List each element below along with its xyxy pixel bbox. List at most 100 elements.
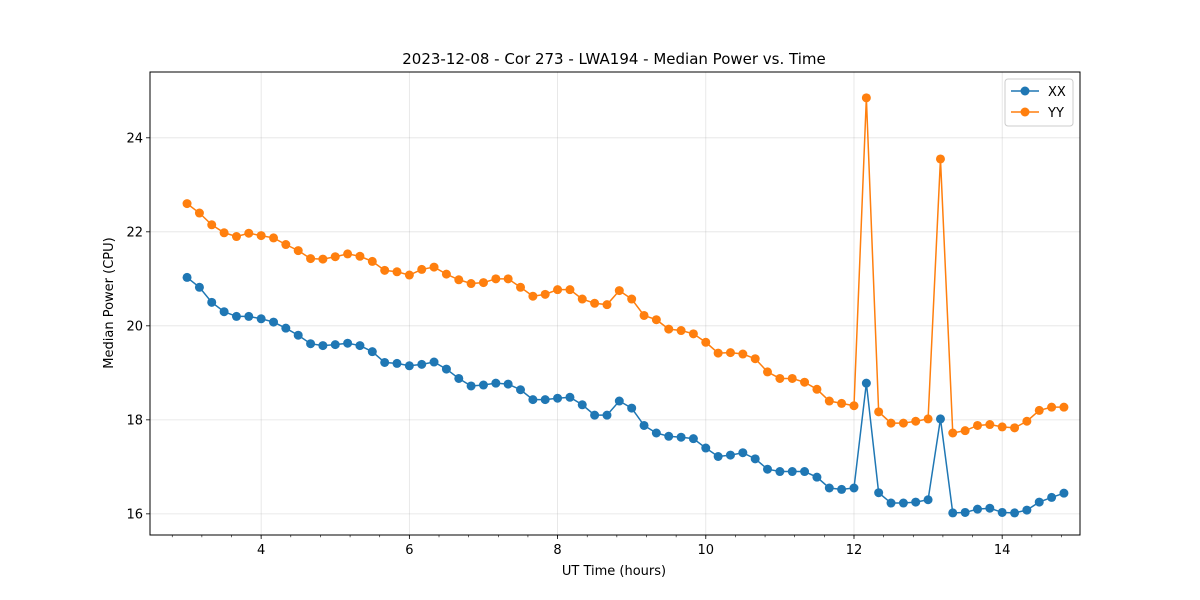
data-point-xx xyxy=(874,488,884,498)
data-point-yy xyxy=(244,228,254,238)
data-point-xx xyxy=(491,378,501,388)
plot-frame xyxy=(149,71,1081,536)
axis-ticks: 4 6 8 10 12 14 16 18 20 22 24 xyxy=(126,131,1062,558)
data-point-yy xyxy=(800,377,810,387)
data-point-yy xyxy=(997,422,1007,432)
y-tick-label: 20 xyxy=(126,319,143,334)
y-tick-label: 18 xyxy=(126,413,143,428)
data-point-yy xyxy=(911,416,921,426)
data-point-yy xyxy=(664,324,674,334)
data-point-xx xyxy=(478,380,488,390)
data-point-xx xyxy=(380,357,390,367)
data-point-yy xyxy=(540,289,550,299)
data-point-yy xyxy=(639,310,649,320)
data-point-xx xyxy=(750,454,760,464)
data-point-xx xyxy=(207,297,217,307)
data-point-yy xyxy=(516,282,526,292)
data-point-xx xyxy=(1047,492,1057,502)
data-point-xx xyxy=(343,338,353,348)
data-point-xx xyxy=(627,403,637,413)
x-tick-label: 4 xyxy=(257,543,265,558)
data-point-xx xyxy=(738,448,748,458)
data-point-yy xyxy=(676,326,686,336)
series-layer xyxy=(182,93,1069,518)
data-point-yy xyxy=(1034,405,1044,415)
data-point-yy xyxy=(750,354,760,364)
data-point-yy xyxy=(1059,402,1069,412)
data-point-yy xyxy=(454,275,464,285)
data-point-xx xyxy=(787,467,797,477)
data-point-yy xyxy=(256,231,266,241)
data-point-yy xyxy=(688,329,698,339)
y-tick-label: 22 xyxy=(126,225,143,240)
data-point-yy xyxy=(404,270,414,280)
data-point-xx xyxy=(763,464,773,474)
data-point-xx xyxy=(318,341,328,351)
data-point-xx xyxy=(540,395,550,405)
legend-label-yy: YY xyxy=(1047,106,1064,121)
data-point-yy xyxy=(627,294,637,304)
x-tick-label: 14 xyxy=(994,543,1011,558)
data-point-xx xyxy=(269,317,279,327)
data-point-yy xyxy=(466,279,476,289)
data-point-xx xyxy=(725,450,735,460)
data-point-yy xyxy=(1022,416,1032,426)
data-point-yy xyxy=(886,418,896,428)
data-point-xx xyxy=(231,311,241,321)
data-point-xx xyxy=(503,379,513,389)
data-point-yy xyxy=(985,420,995,430)
data-point-yy xyxy=(763,367,773,377)
data-point-yy xyxy=(318,254,328,264)
data-point-xx xyxy=(516,385,526,395)
data-point-xx xyxy=(849,483,859,493)
data-point-yy xyxy=(355,251,365,261)
data-point-yy xyxy=(269,233,279,243)
data-point-xx xyxy=(466,381,476,391)
data-point-xx xyxy=(935,414,945,424)
data-point-yy xyxy=(219,228,229,238)
data-point-yy xyxy=(923,414,933,424)
data-point-xx xyxy=(985,503,995,513)
data-point-yy xyxy=(343,249,353,259)
data-point-xx xyxy=(898,498,908,508)
data-point-xx xyxy=(973,504,983,514)
data-point-xx xyxy=(441,364,451,374)
data-point-xx xyxy=(330,340,340,350)
data-point-yy xyxy=(837,398,847,408)
data-point-xx xyxy=(911,497,921,507)
data-point-yy xyxy=(874,407,884,417)
data-point-xx xyxy=(392,358,402,368)
data-point-xx xyxy=(812,472,822,482)
data-point-xx xyxy=(244,311,254,321)
data-point-xx xyxy=(590,410,600,420)
data-point-yy xyxy=(182,199,192,209)
data-point-xx xyxy=(293,330,303,340)
data-point-yy xyxy=(824,396,834,406)
data-point-yy xyxy=(478,278,488,288)
data-point-xx xyxy=(367,347,377,357)
data-point-yy xyxy=(392,267,402,277)
data-point-xx xyxy=(306,339,316,349)
grid xyxy=(150,72,1080,535)
x-tick-label: 8 xyxy=(553,543,561,558)
data-point-yy xyxy=(207,220,217,230)
data-point-yy xyxy=(849,401,859,411)
data-point-yy xyxy=(725,348,735,358)
data-point-yy xyxy=(935,154,945,164)
chart-title: 2023-12-08 - Cor 273 - LWA194 - Median P… xyxy=(402,50,826,68)
series-xx xyxy=(182,272,1069,518)
x-tick-label: 10 xyxy=(698,543,715,558)
data-point-yy xyxy=(293,246,303,256)
x-tick-label: 12 xyxy=(846,543,863,558)
data-point-yy xyxy=(602,300,612,310)
data-point-yy xyxy=(194,208,204,218)
data-point-xx xyxy=(948,508,958,518)
data-point-yy xyxy=(306,254,316,264)
data-point-xx xyxy=(1034,497,1044,507)
data-point-xx xyxy=(664,431,674,441)
data-point-xx xyxy=(602,410,612,420)
data-point-xx xyxy=(651,428,661,438)
data-point-xx xyxy=(886,498,896,508)
data-point-xx xyxy=(194,282,204,292)
